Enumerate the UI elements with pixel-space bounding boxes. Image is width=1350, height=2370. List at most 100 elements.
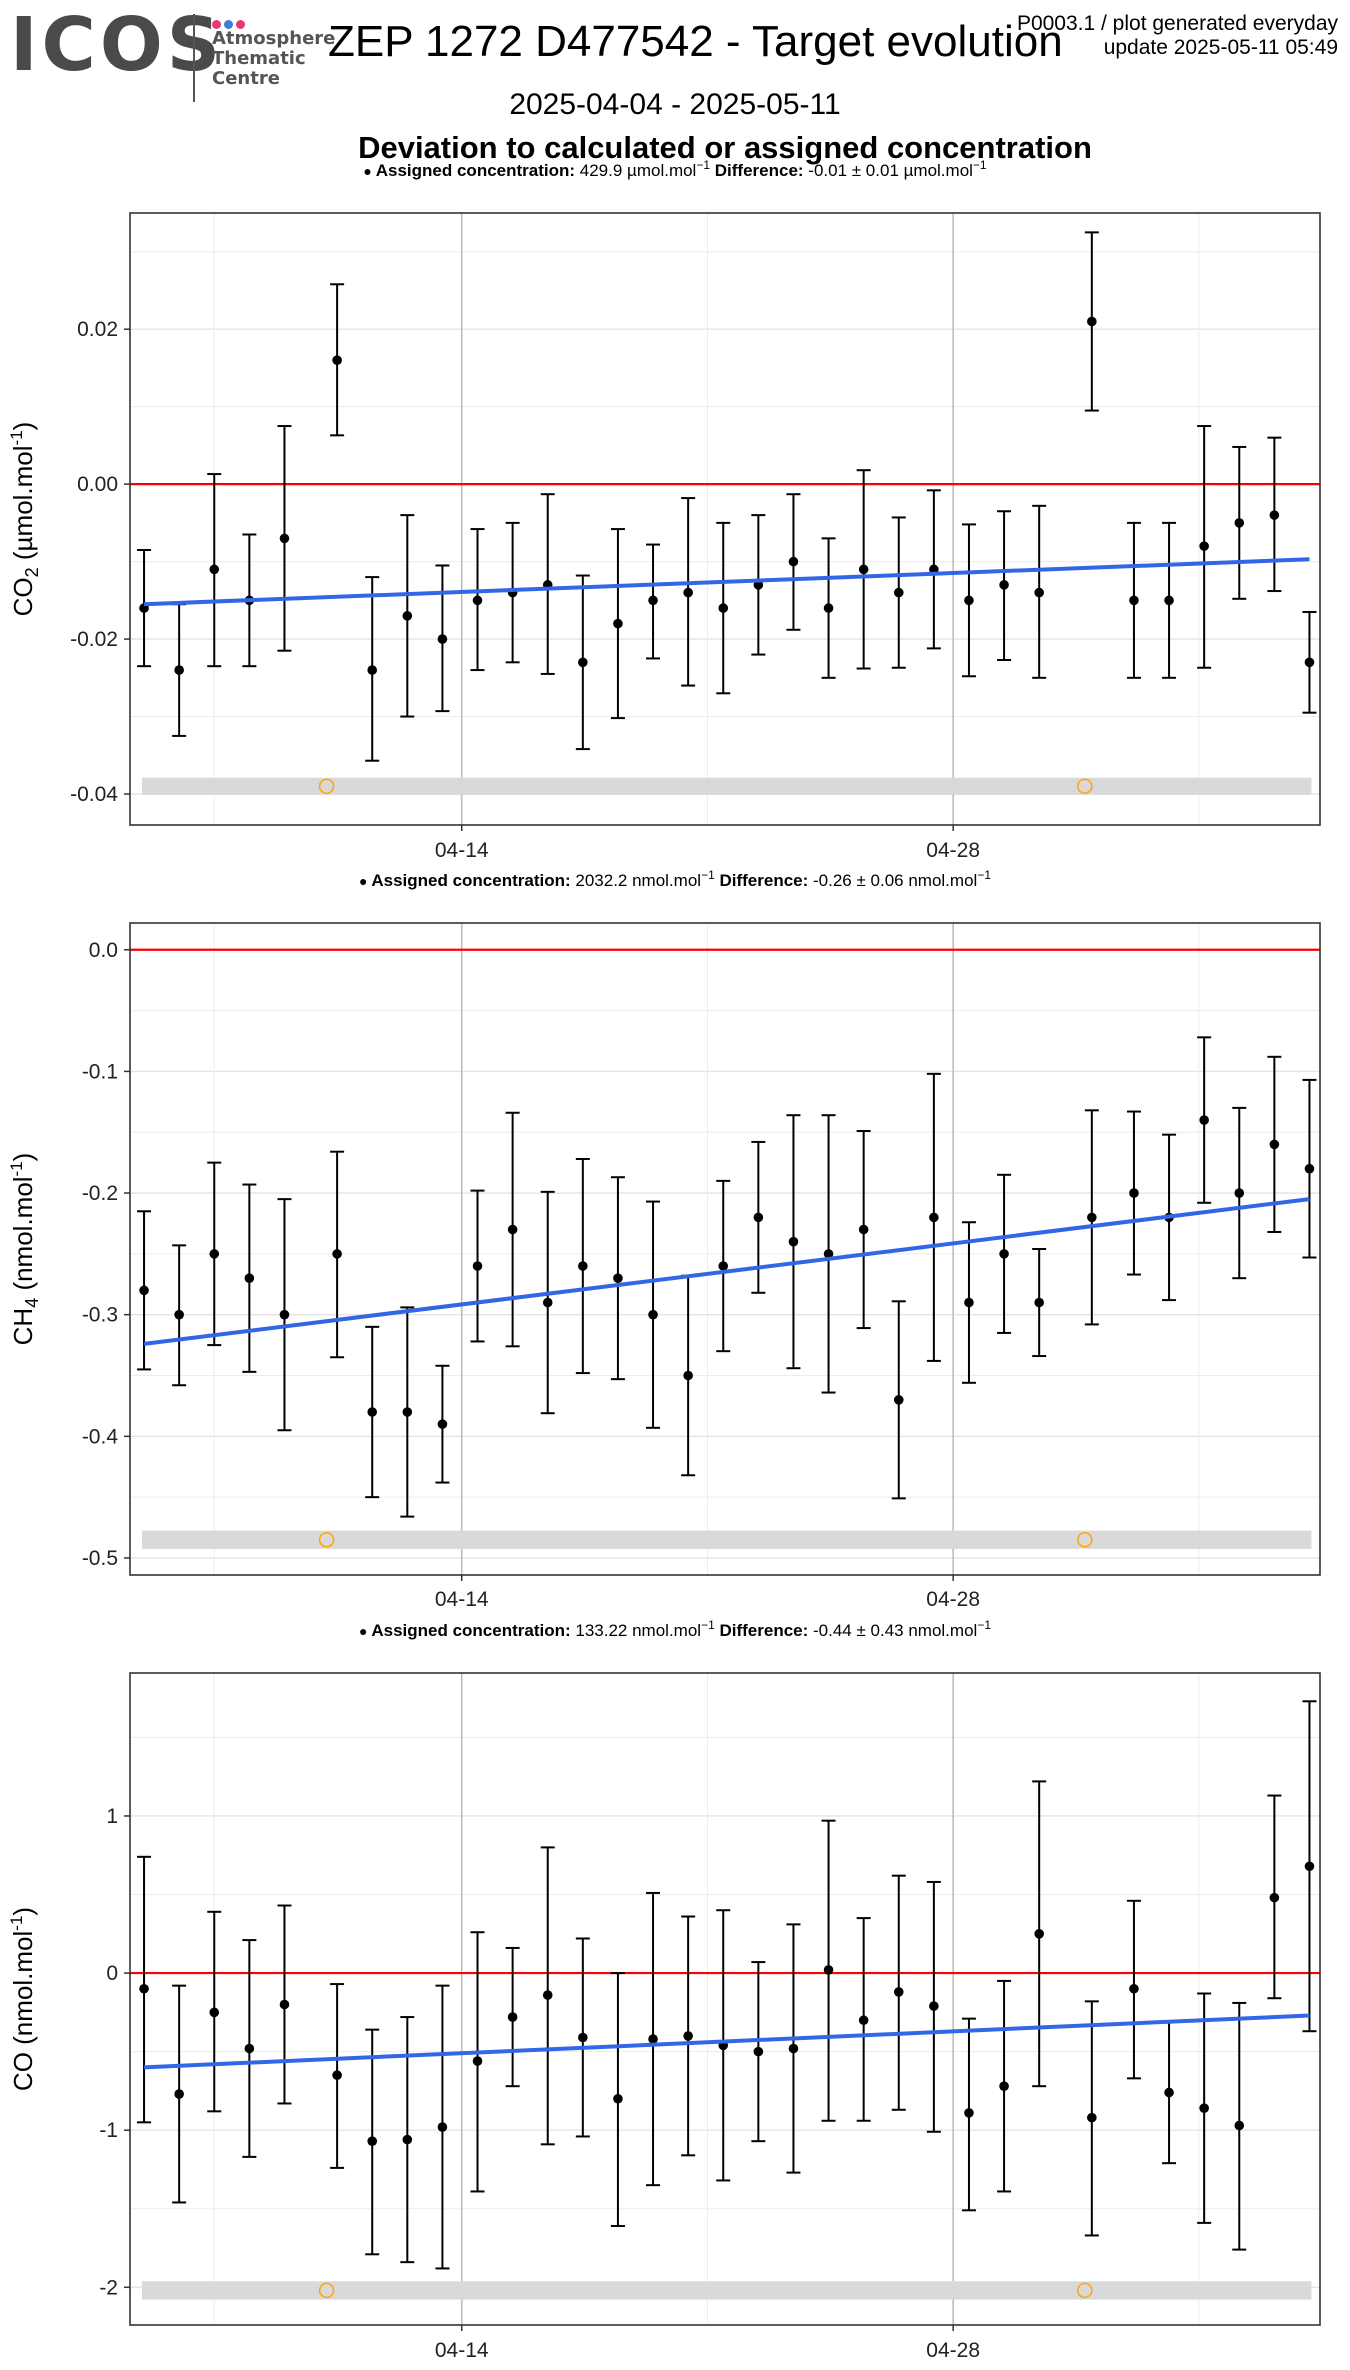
- data-point: [209, 2007, 220, 2018]
- data-point: [472, 1261, 483, 1271]
- data-point: [999, 580, 1009, 590]
- data-point: [1129, 595, 1139, 606]
- y-axis-label: CO2 (µmol.mol-1): [7, 422, 42, 617]
- data-point: [402, 2134, 413, 2145]
- data-point: [1164, 2087, 1174, 2098]
- data-point: [858, 564, 869, 575]
- data-point: [788, 1236, 799, 1247]
- data-point: [1034, 1929, 1044, 1939]
- data-point: [437, 1419, 448, 1429]
- data-point: [999, 2081, 1009, 2091]
- panel-border: [129, 922, 1321, 1576]
- data-point: [648, 1309, 658, 1320]
- data-point: [718, 603, 729, 613]
- logo-divider: [193, 14, 195, 102]
- data-point: [1234, 1188, 1245, 1198]
- data-point: [613, 2093, 623, 2104]
- x-tick-label: 04-14: [435, 2339, 489, 2362]
- y-tick-label: -0.2: [82, 1182, 118, 1205]
- logo-line-2: Thematic: [212, 48, 306, 69]
- data-point: [1087, 316, 1097, 327]
- data-point: [893, 1987, 904, 1997]
- plot-area: [130, 213, 1320, 825]
- header: ICOS Atmosphere Thematic Centre ZEP 1272…: [0, 0, 1350, 200]
- data-point: [788, 556, 799, 567]
- data-point: [402, 1407, 413, 1417]
- x-tick-label: 04-14: [435, 839, 489, 862]
- data-point: [472, 595, 483, 606]
- data-point: [209, 1249, 220, 1259]
- y-tick-label: -0.4: [82, 1425, 119, 1448]
- data-point: [332, 1249, 342, 1259]
- data-point: [823, 1965, 834, 1975]
- data-point: [1234, 518, 1245, 528]
- data-point: [964, 1297, 974, 1308]
- data-point: [1269, 510, 1280, 520]
- data-point: [139, 1285, 149, 1296]
- data-point: [279, 533, 290, 544]
- data-point: [683, 1370, 693, 1381]
- data-point: [823, 603, 834, 613]
- x-tick-label: 04-14: [435, 1588, 489, 1611]
- y-tick-label: 1: [106, 1805, 118, 1828]
- chart-subtitle: Deviation to calculated or assigned conc…: [358, 130, 1092, 165]
- chart-panel-1: ● Assigned concentration: 429.9 µmol.mol…: [7, 158, 1321, 862]
- data-point: [507, 1224, 518, 1235]
- data-point: [1034, 1297, 1044, 1308]
- data-point: [472, 2056, 483, 2066]
- y-tick-label: -0.04: [70, 783, 118, 806]
- data-point: [823, 1249, 834, 1259]
- data-point: [613, 1273, 623, 1283]
- data-point: [1304, 1163, 1315, 1174]
- data-point: [929, 2001, 939, 2011]
- logo-line-1: Atmosphere: [212, 28, 336, 49]
- data-point: [332, 2070, 342, 2080]
- y-axis-label: CH4 (nmol.mol-1): [7, 1153, 42, 1346]
- data-point: [174, 2089, 184, 2099]
- plot-area: [130, 923, 1320, 1575]
- logo-dots-icon: [212, 16, 248, 34]
- logo-line-3: Centre: [212, 68, 280, 89]
- flag-marker: [1077, 1531, 1093, 1548]
- data-point: [437, 2122, 448, 2132]
- y-tick-label: -0.3: [82, 1304, 118, 1327]
- data-point: [1129, 1983, 1139, 1994]
- data-point: [367, 665, 378, 675]
- data-point: [367, 1407, 378, 1417]
- chart-panel-3: ● Assigned concentration: 133.22 nmol.mo…: [7, 1618, 1321, 2362]
- chart-panel-2: ● Assigned concentration: 2032.2 nmol.mo…: [7, 868, 1321, 1611]
- data-point: [753, 2046, 764, 2057]
- y-tick-label: 0.0: [89, 939, 118, 962]
- y-tick-label: -0.02: [70, 628, 118, 651]
- data-point: [542, 1990, 553, 2000]
- data-point: [929, 1212, 939, 1223]
- data-point: [788, 2043, 799, 2054]
- data-point: [893, 1395, 904, 1405]
- data-point: [209, 564, 220, 575]
- data-point: [542, 1297, 553, 1308]
- data-point: [332, 355, 342, 365]
- data-point: [1304, 657, 1315, 668]
- data-point: [402, 611, 413, 621]
- x-tick-label: 04-28: [926, 2339, 980, 2362]
- flag-marker: [318, 2282, 335, 2299]
- y-tick-label: 0.00: [77, 473, 118, 496]
- x-tick-label: 04-28: [926, 1588, 980, 1611]
- data-point: [279, 1999, 290, 2010]
- icos-logo: ICOS: [10, 2, 225, 88]
- data-point: [964, 595, 974, 606]
- flag-marker: [1077, 2282, 1093, 2299]
- data-point: [1129, 1188, 1139, 1198]
- flag-marker: [318, 1531, 335, 1548]
- data-point: [507, 2012, 518, 2022]
- plot-meta: P0003.1 / plot generated everyday update…: [1017, 12, 1338, 60]
- y-tick-label: -0.1: [82, 1060, 118, 1083]
- x-tick-label: 04-28: [926, 839, 980, 862]
- data-point: [1087, 1212, 1097, 1223]
- data-point: [893, 587, 904, 598]
- data-point: [683, 587, 693, 598]
- y-tick-label: 0.02: [77, 318, 118, 341]
- flag-band: [142, 777, 1312, 795]
- data-point: [999, 1249, 1009, 1259]
